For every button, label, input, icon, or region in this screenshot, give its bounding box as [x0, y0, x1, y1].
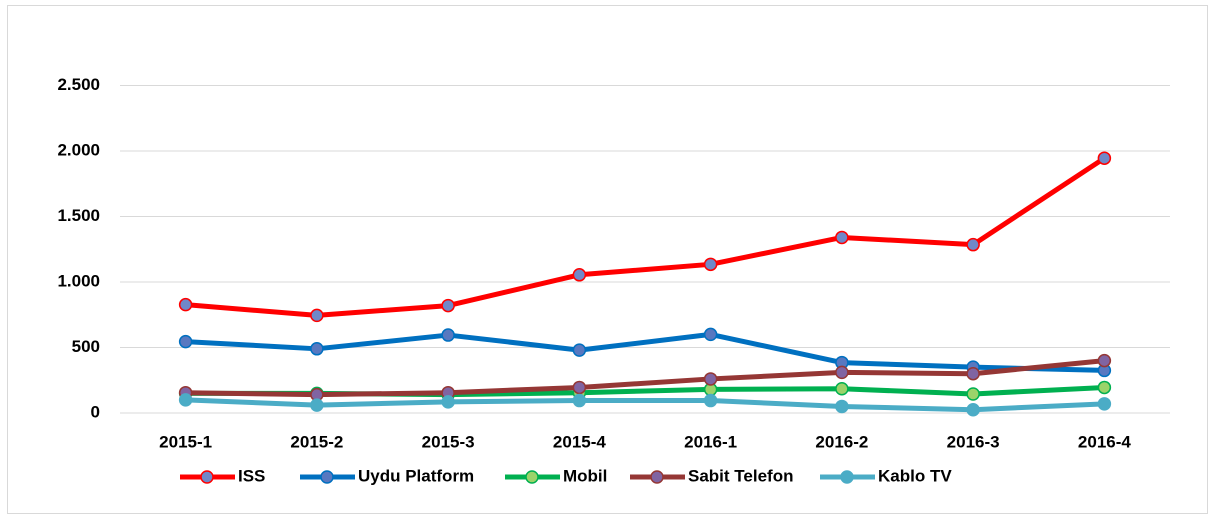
data-point: [178, 334, 193, 349]
x-tick-label: 2015-2: [290, 432, 343, 451]
data-point: [703, 372, 718, 386]
data-point: [703, 257, 718, 272]
data-point: [178, 393, 193, 407]
data-point: [1097, 380, 1112, 395]
data-point: [1097, 353, 1112, 368]
series-line: [185, 331, 1105, 373]
data-point: [572, 380, 587, 395]
data-point: [703, 393, 718, 408]
data-point: [310, 308, 324, 323]
x-tick-label: 2016-2: [815, 432, 868, 451]
x-tick-label: 2015-3: [422, 432, 475, 451]
data-point: [310, 398, 324, 412]
x-tick-label: 2016-4: [1078, 432, 1131, 451]
legend-marker: [840, 470, 854, 484]
data-point: [1097, 397, 1112, 411]
data-point: [966, 387, 980, 401]
y-tick-label: 1.000: [57, 271, 100, 290]
data-point: [441, 395, 455, 409]
data-point: [1097, 151, 1112, 165]
y-tick-label: 1.500: [57, 206, 100, 225]
legend-marker: [650, 470, 664, 484]
data-point: [441, 298, 455, 313]
data-point: [572, 268, 587, 282]
data-point: [835, 365, 849, 380]
legend-marker: [200, 470, 214, 484]
series-line: [185, 156, 1106, 318]
legend-marker: [525, 470, 539, 484]
x-tick-label: 2015-4: [553, 432, 606, 451]
series-line: [185, 397, 1105, 413]
data-point: [310, 342, 324, 356]
data-point: [835, 399, 849, 414]
series-line: [185, 358, 1105, 398]
data-point: [703, 327, 718, 342]
data-point: [966, 237, 980, 252]
y-tick-label: 2.000: [57, 140, 100, 159]
data-point: [441, 328, 455, 342]
data-point: [572, 393, 587, 408]
y-tick-label: 0: [91, 402, 100, 421]
data-point: [835, 230, 849, 245]
y-tick-label: 2.500: [57, 75, 100, 94]
data-point: [835, 382, 849, 396]
data-point: [572, 343, 587, 357]
x-tick-label: 2015-1: [159, 432, 212, 451]
y-tick-label: 500: [72, 337, 100, 356]
x-tick-label: 2016-3: [947, 432, 1000, 451]
legend-label: Sabit Telefon: [688, 466, 793, 485]
data-point: [178, 297, 193, 312]
legend-marker: [320, 470, 334, 484]
data-point: [966, 402, 980, 417]
legend-label: Mobil: [563, 466, 607, 485]
chart-border: [7, 5, 1208, 514]
legend-label: Uydu Platform: [358, 466, 474, 485]
data-point: [966, 366, 980, 381]
x-tick-label: 2016-1: [684, 432, 737, 451]
legend-label: ISS: [238, 466, 265, 485]
legend-label: Kablo TV: [878, 466, 952, 485]
